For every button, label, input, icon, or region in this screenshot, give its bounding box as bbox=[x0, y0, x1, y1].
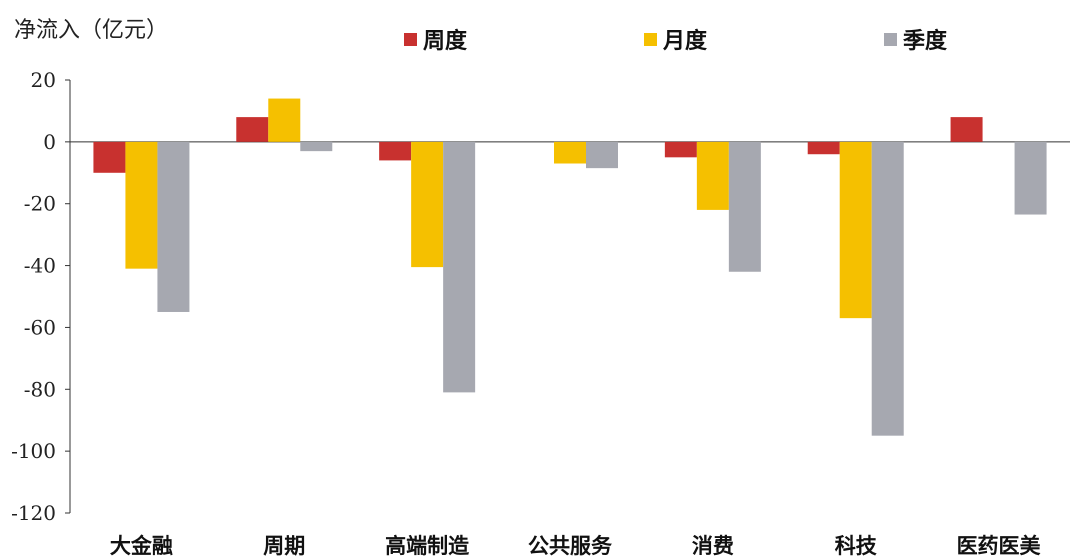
y-tick-label: -40 bbox=[24, 254, 56, 278]
y-axis-title: 净流入（亿元） bbox=[14, 18, 169, 43]
x-tick-label: 高端制造 bbox=[385, 534, 470, 558]
legend-label-quarterly: 季度 bbox=[903, 29, 948, 54]
bar bbox=[268, 98, 301, 142]
bar bbox=[554, 141, 586, 164]
legend-label-weekly: 周度 bbox=[423, 29, 468, 54]
y-tick-label: 20 bbox=[31, 68, 56, 92]
bar bbox=[586, 141, 618, 169]
legend-swatch-quarterly bbox=[884, 32, 897, 46]
x-tick-label: 大金融 bbox=[110, 534, 173, 558]
bar bbox=[728, 141, 761, 272]
bar bbox=[411, 141, 444, 268]
y-tick-label: 0 bbox=[43, 130, 56, 154]
y-tick-label: -120 bbox=[11, 501, 56, 525]
bar bbox=[1014, 141, 1047, 215]
bar bbox=[950, 117, 983, 142]
legend-swatch-weekly bbox=[404, 32, 417, 46]
y-tick-label: -60 bbox=[24, 315, 56, 339]
legend-item-monthly: 月度 bbox=[644, 24, 707, 54]
legend-item-quarterly: 季度 bbox=[884, 24, 947, 54]
bar bbox=[300, 141, 333, 152]
x-tick-label: 科技 bbox=[835, 534, 878, 558]
bar bbox=[696, 141, 729, 210]
bar bbox=[664, 141, 697, 158]
bar bbox=[125, 141, 158, 269]
y-tick-label: -80 bbox=[24, 377, 56, 401]
bar bbox=[839, 141, 872, 319]
y-tick-label: -20 bbox=[24, 192, 56, 216]
x-tick-label: 消费 bbox=[692, 534, 734, 558]
bar bbox=[379, 141, 412, 161]
legend-label-monthly: 月度 bbox=[663, 29, 708, 54]
bar bbox=[93, 141, 126, 173]
bar bbox=[871, 141, 904, 436]
legend-swatch-monthly bbox=[644, 32, 657, 46]
bar bbox=[236, 117, 269, 142]
legend-item-weekly: 周度 bbox=[404, 24, 467, 54]
x-tick-label: 周期 bbox=[263, 534, 305, 558]
bar bbox=[807, 141, 840, 155]
bar bbox=[157, 141, 190, 312]
x-tick-label: 医药医美 bbox=[957, 534, 1041, 558]
y-tick-label: -100 bbox=[11, 439, 56, 463]
x-tick-label: 公共服务 bbox=[528, 534, 613, 558]
bar bbox=[443, 141, 476, 393]
